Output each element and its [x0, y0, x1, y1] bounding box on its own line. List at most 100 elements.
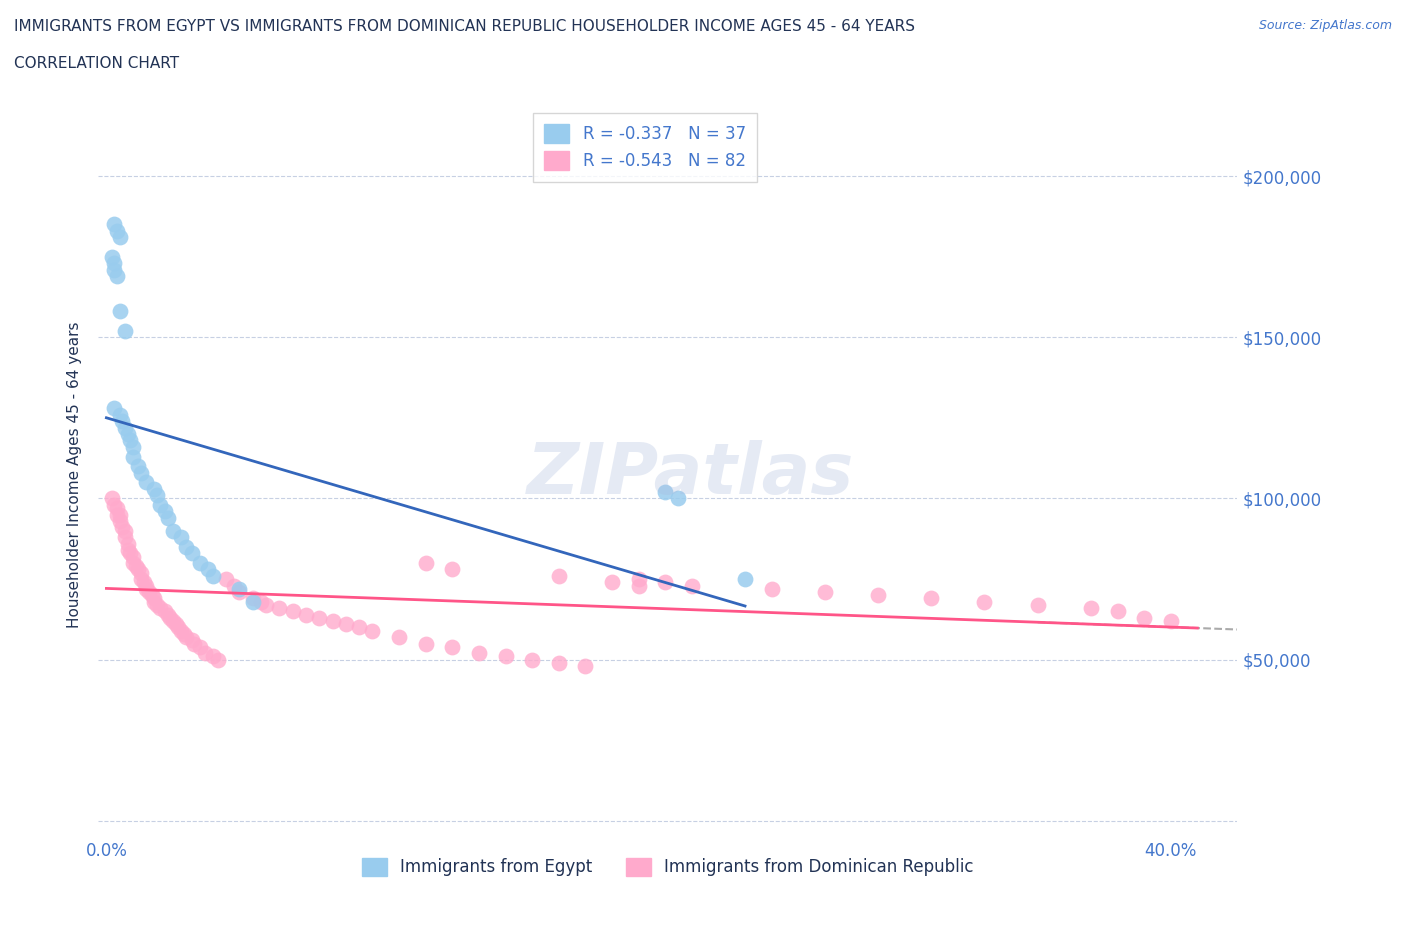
Point	[281, 604, 304, 618]
Point	[269, 601, 291, 616]
Point	[103, 256, 125, 271]
Point	[129, 465, 152, 480]
Point	[201, 568, 224, 583]
Point	[100, 491, 122, 506]
Point	[162, 524, 184, 538]
Point	[146, 488, 169, 503]
Point	[149, 601, 172, 616]
Point	[681, 578, 703, 593]
Legend: Immigrants from Egypt, Immigrants from Dominican Republic: Immigrants from Egypt, Immigrants from D…	[356, 851, 980, 884]
Point	[734, 572, 756, 587]
Point	[143, 594, 166, 609]
Point	[201, 649, 224, 664]
Point	[520, 652, 543, 667]
Point	[654, 575, 676, 590]
Point	[127, 458, 149, 473]
Point	[149, 498, 172, 512]
Point	[173, 627, 195, 642]
Point	[141, 588, 163, 603]
Point	[188, 639, 211, 654]
Point	[1133, 610, 1156, 625]
Point	[165, 617, 187, 631]
Point	[441, 562, 464, 577]
Point	[103, 262, 125, 277]
Point	[228, 585, 250, 600]
Point	[627, 578, 650, 593]
Point	[105, 269, 128, 284]
Point	[574, 658, 596, 673]
Point	[224, 578, 246, 593]
Point	[170, 530, 193, 545]
Point	[153, 504, 176, 519]
Point	[388, 630, 411, 644]
Point	[114, 420, 136, 435]
Point	[156, 607, 179, 622]
Point	[103, 401, 125, 416]
Point	[111, 520, 134, 535]
Point	[495, 649, 517, 664]
Point	[124, 559, 146, 574]
Point	[183, 636, 205, 651]
Text: ZIPatlas: ZIPatlas	[527, 440, 855, 509]
Point	[105, 507, 128, 522]
Point	[108, 407, 131, 422]
Point	[174, 539, 197, 554]
Point	[761, 581, 783, 596]
Point	[242, 594, 264, 609]
Point	[1107, 604, 1129, 618]
Point	[180, 633, 202, 648]
Point	[600, 575, 623, 590]
Point	[194, 645, 217, 660]
Point	[103, 217, 125, 232]
Point	[129, 565, 152, 580]
Point	[180, 546, 202, 561]
Point	[868, 588, 890, 603]
Point	[973, 594, 995, 609]
Text: Source: ZipAtlas.com: Source: ZipAtlas.com	[1258, 19, 1392, 32]
Point	[170, 623, 193, 638]
Point	[108, 513, 131, 528]
Point	[167, 620, 190, 635]
Point	[242, 591, 264, 605]
Point	[153, 604, 176, 618]
Point	[668, 491, 690, 506]
Point	[162, 614, 184, 629]
Point	[114, 324, 136, 339]
Point	[135, 475, 157, 490]
Point	[295, 607, 318, 622]
Text: CORRELATION CHART: CORRELATION CHART	[14, 56, 179, 71]
Point	[627, 572, 650, 587]
Point	[108, 304, 131, 319]
Point	[654, 485, 676, 499]
Point	[1080, 601, 1102, 616]
Point	[920, 591, 942, 605]
Point	[322, 614, 344, 629]
Point	[547, 568, 569, 583]
Point	[468, 645, 491, 660]
Point	[120, 433, 142, 448]
Point	[347, 620, 370, 635]
Point	[111, 414, 134, 429]
Point	[122, 440, 145, 455]
Point	[105, 500, 128, 515]
Point	[415, 636, 437, 651]
Point	[215, 572, 238, 587]
Point	[156, 511, 179, 525]
Point	[547, 656, 569, 671]
Point	[159, 610, 181, 625]
Point	[335, 617, 357, 631]
Point	[361, 623, 384, 638]
Point	[100, 249, 122, 264]
Point	[135, 581, 157, 596]
Point	[122, 549, 145, 564]
Point	[108, 230, 131, 245]
Point	[254, 597, 277, 612]
Point	[1026, 597, 1049, 612]
Point	[135, 578, 157, 593]
Point	[249, 594, 271, 609]
Point	[197, 562, 219, 577]
Point	[129, 572, 152, 587]
Point	[308, 610, 330, 625]
Point	[814, 585, 837, 600]
Point	[120, 546, 142, 561]
